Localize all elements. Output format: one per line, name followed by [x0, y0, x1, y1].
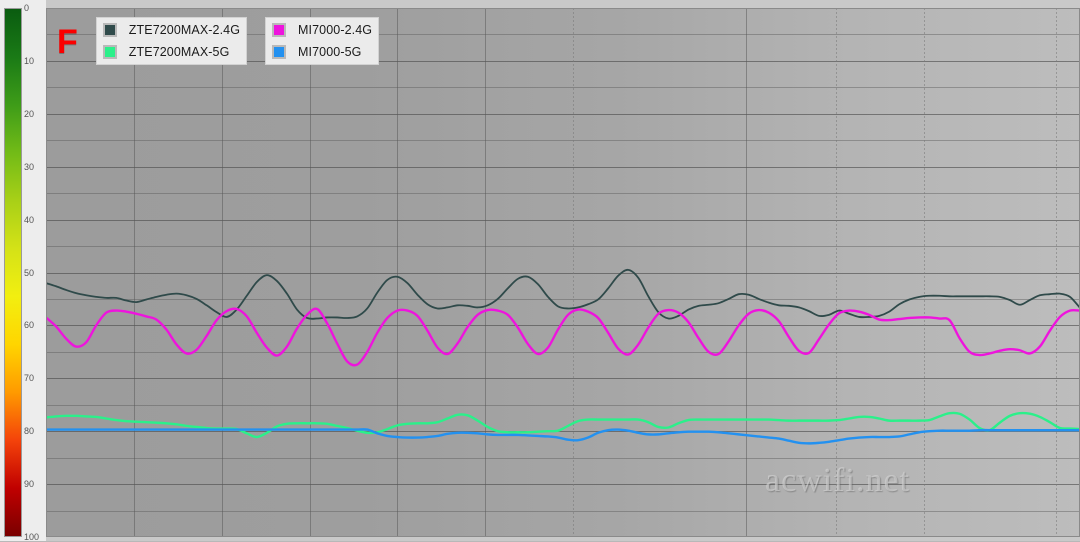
legend-item-mi7000-5g[interactable]: MI7000-5G — [270, 42, 374, 62]
curve-zte7200max-5g — [46, 411, 1080, 439]
gridline-h-50 — [46, 273, 1080, 274]
gridline-h-60 — [46, 325, 1080, 326]
gridline-h-75 — [46, 405, 1080, 406]
scale-tick-10: 10 — [24, 55, 35, 66]
legend-item-zte7200max-5g[interactable]: ZTE7200MAX-5G — [101, 42, 242, 62]
gridline-v-dotted-1 — [836, 8, 837, 537]
plot-background — [46, 8, 1080, 537]
scale-tick-90: 90 — [24, 479, 35, 490]
plot-gridlines — [46, 8, 1080, 537]
gridline-v-2 — [222, 8, 223, 537]
legend-label-mi7000-24g: MI7000-2.4G — [298, 23, 373, 37]
legend-label-mi7000-5g: MI7000-5G — [298, 45, 362, 59]
plot-area — [46, 8, 1080, 537]
legend-item-zte7200max-24g[interactable]: ZTE7200MAX-2.4G — [101, 20, 242, 40]
gridline-h-85 — [46, 458, 1080, 459]
gridline-v-5 — [485, 8, 486, 537]
scale-tick-30: 30 — [24, 161, 35, 172]
gridline-v-4 — [397, 8, 398, 537]
gridline-h-55 — [46, 299, 1080, 300]
flag-letter-f: F — [57, 23, 78, 61]
scale-tick-100: 100 — [24, 532, 40, 542]
gridline-h-35 — [46, 193, 1080, 194]
scale-tick-40: 40 — [24, 214, 35, 225]
legend-swatch-mi7000-5g — [272, 45, 287, 59]
gridline-v-6 — [746, 8, 747, 537]
scale-tick-50: 50 — [24, 267, 35, 278]
gridline-h-25 — [46, 140, 1080, 141]
legend-swatch-zte7200max-24g — [102, 23, 117, 37]
gridline-v-3 — [310, 8, 311, 537]
gridline-h-10 — [46, 61, 1080, 62]
series-curves — [46, 268, 1080, 445]
gridline-v-1 — [134, 8, 135, 537]
gridline-h-65 — [46, 352, 1080, 353]
legend-group-zte: ZTE7200MAX-2.4G ZTE7200MAX-5G — [95, 17, 248, 65]
gridline-h-5 — [46, 34, 1080, 35]
gridline-h-90 — [46, 484, 1080, 485]
curve-zte7200max-2-4g — [46, 268, 1080, 320]
gridline-h-40 — [46, 220, 1080, 221]
gridline-h-20 — [46, 114, 1080, 115]
gridline-h-70 — [46, 378, 1080, 379]
gridline-h-45 — [46, 246, 1080, 247]
watermark: acwifi.net — [765, 462, 910, 499]
legend-label-zte7200max-5g: ZTE7200MAX-5G — [128, 45, 230, 59]
gridline-v-dotted-0 — [573, 8, 574, 537]
curve-mi7000-2-4g — [46, 307, 1080, 367]
gridline-v-dotted-2 — [924, 8, 925, 537]
gridline-v-dotted-3 — [1056, 8, 1057, 537]
legend-label-zte7200max-24g: ZTE7200MAX-2.4G — [128, 23, 241, 37]
gridline-h-95 — [46, 511, 1080, 512]
curve-mi7000-5g — [46, 428, 1080, 445]
color-gradient-bar — [4, 8, 22, 537]
chart-legend: F ZTE7200MAX-2.4G ZTE7200MAX-5G MI7000-2… — [57, 17, 380, 65]
legend-group-mi: MI7000-2.4G MI7000-5G — [265, 17, 380, 65]
legend-swatch-zte7200max-5g — [102, 45, 117, 59]
gridline-h-30 — [46, 167, 1080, 168]
gridline-h-80 — [46, 431, 1080, 432]
scale-tick-70: 70 — [24, 373, 35, 384]
scale-tick-0: 0 — [24, 3, 30, 13]
legend-swatch-mi7000-24g — [272, 23, 287, 37]
gridline-h-15 — [46, 87, 1080, 88]
scale-tick-60: 60 — [24, 320, 35, 331]
color-scale-axis: 0 10 20 30 40 50 60 70 80 90 100 — [0, 0, 46, 542]
legend-item-mi7000-24g[interactable]: MI7000-2.4G — [270, 20, 374, 40]
scale-tick-20: 20 — [24, 108, 35, 119]
scale-tick-80: 80 — [24, 426, 35, 437]
